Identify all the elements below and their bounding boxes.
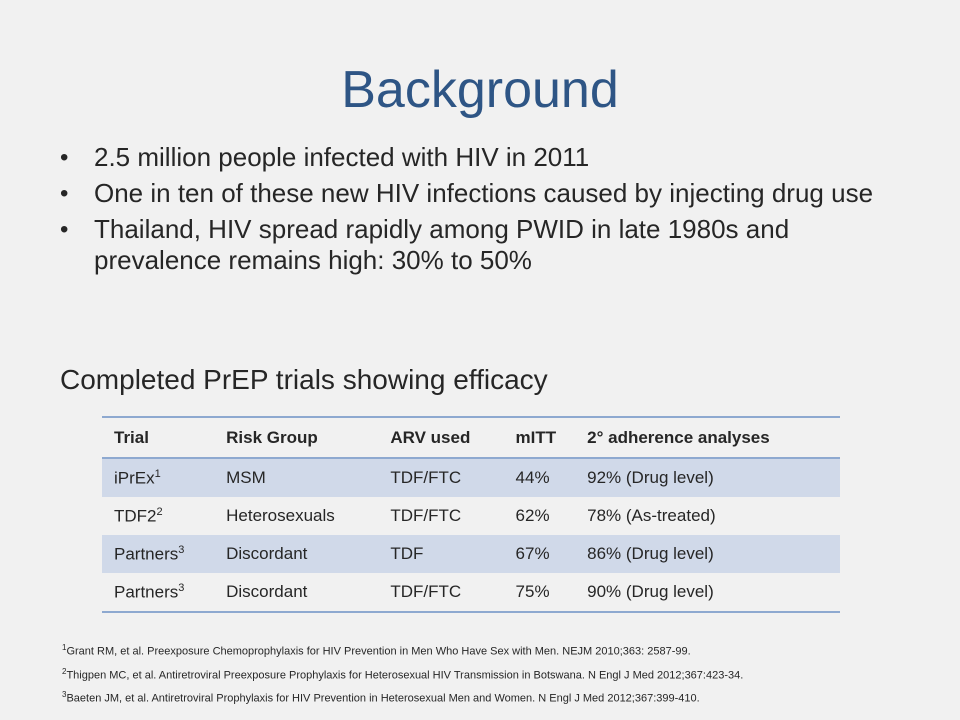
cell-adherence: 86% (Drug level): [587, 544, 714, 563]
cell-risk-group: Discordant: [226, 582, 308, 601]
reference-item: 3Baeten JM, et al. Antiretroviral Prophy…: [62, 685, 922, 709]
table-header-row: Trial Risk Group ARV used mITT 2° adhere…: [102, 417, 840, 458]
table-row: iPrEx1 MSM TDF/FTC 44% 92% (Drug level): [102, 458, 840, 497]
cell-mitt: 44%: [515, 468, 550, 487]
table-row: Partners3 Discordant TDF 67% 86% (Drug l…: [102, 535, 840, 573]
cell-trial: iPrEx1: [114, 467, 161, 488]
cell-risk-group: MSM: [226, 468, 266, 487]
cell-adherence: 90% (Drug level): [587, 582, 714, 601]
reference-text: Baeten JM, et al. Antiretroviral Prophyl…: [66, 692, 700, 705]
bullet-text: 2.5 million people infected with HIV in …: [94, 142, 590, 172]
bullet-item: • One in ten of these new HIV infections …: [60, 178, 900, 209]
bullet-text: One in ten of these new HIV infections c…: [94, 178, 874, 208]
trials-table: Trial Risk Group ARV used mITT 2° adhere…: [102, 416, 840, 613]
cell-risk-group: Heterosexuals: [226, 506, 335, 525]
cell-trial: Partners3: [114, 543, 185, 564]
header-risk-group: Risk Group: [226, 427, 318, 447]
reference-marker: 1: [154, 467, 161, 480]
reference-marker: 2: [156, 505, 163, 518]
header-adherence: 2° adherence analyses: [587, 427, 770, 447]
bullet-list: • 2.5 million people infected with HIV in…: [60, 142, 900, 281]
cell-arv: TDF/FTC: [390, 468, 462, 487]
cell-risk-group: Discordant: [226, 544, 308, 563]
cell-arv: TDF/FTC: [390, 506, 462, 525]
section-subheading: Completed PrEP trials showing efficacy: [60, 364, 548, 395]
reference-number: 3: [62, 690, 67, 700]
table-row: TDF22 Heterosexuals TDF/FTC 62% 78% (As-…: [102, 497, 840, 535]
reference-text: Grant RM, et al. Preexposure Chemoprophy…: [66, 645, 691, 658]
bullet-icon: •: [60, 180, 69, 207]
cell-trial: TDF22: [114, 505, 163, 526]
bullet-icon: •: [60, 216, 69, 243]
cell-adherence: 78% (As-treated): [587, 506, 716, 525]
table-row: Partners3 Discordant TDF/FTC 75% 90% (Dr…: [102, 573, 840, 612]
reference-text: Thigpen MC, et al. Antiretroviral Preexp…: [66, 669, 744, 682]
header-trial: Trial: [114, 427, 149, 447]
reference-marker: 3: [178, 543, 185, 556]
cell-arv: TDF/FTC: [390, 582, 462, 601]
slide-title: Background: [341, 61, 619, 119]
header-mitt: mITT: [515, 427, 557, 447]
bullet-text: Thailand, HIV spread rapidly among PWID …: [94, 214, 790, 275]
header-arv-used: ARV used: [390, 427, 471, 447]
bullet-item: • 2.5 million people infected with HIV in…: [60, 142, 900, 173]
reference-item: 1Grant RM, et al. Preexposure Chemoproph…: [62, 638, 922, 662]
cell-mitt: 67%: [515, 544, 550, 563]
bullet-item: • Thailand, HIV spread rapidly among PWID…: [60, 214, 900, 276]
reference-number: 1: [62, 643, 67, 652]
cell-arv: TDF: [390, 544, 424, 563]
reference-item: 2Thigpen MC, et al. Antiretroviral Preex…: [62, 662, 922, 686]
reference-number: 2: [62, 666, 67, 676]
cell-mitt: 75%: [515, 582, 550, 601]
reference-marker: 3: [178, 581, 185, 594]
cell-trial: Partners3: [114, 581, 185, 602]
bullet-icon: •: [60, 144, 69, 171]
references: 1Grant RM, et al. Preexposure Chemoproph…: [62, 638, 922, 709]
cell-mitt: 62%: [515, 506, 550, 525]
cell-adherence: 92% (Drug level): [587, 468, 714, 487]
